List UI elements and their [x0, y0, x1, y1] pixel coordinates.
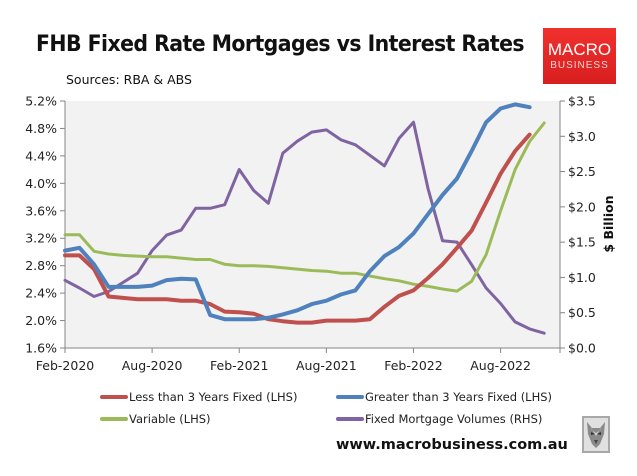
series-line-fixed-mortgage-volumes-rhs [63, 120, 546, 335]
legend-item-fixed-volumes: Fixed Mortgage Volumes (RHS) [336, 412, 542, 426]
legend-swatch-purple [336, 417, 364, 421]
series-lines [63, 102, 546, 335]
wolf-graphic [587, 422, 605, 448]
legend-swatch-red [100, 395, 128, 399]
left-tick-label: 4.8% [25, 121, 57, 136]
right-tick-label: $3.5 [568, 94, 596, 109]
right-axis-title: $ Billion [601, 195, 616, 252]
left-tick-label: 4.0% [25, 176, 57, 191]
x-tick-label: Feb-2021 [210, 358, 268, 373]
legend-swatch-green [100, 417, 128, 421]
axes: 1.6% 2.0% 2.4% 2.8% 3.2% 3.6% 4.0% 4.4% 4.8% 5.2%… [25, 94, 616, 374]
left-tick-label: 3.6% [25, 203, 57, 218]
x-tick-label: Feb-2020 [36, 358, 95, 373]
plot-area [65, 101, 560, 348]
legend-swatch-blue [336, 395, 364, 399]
series-line-variable-lhs [63, 121, 546, 293]
right-tick-label: $1.5 [568, 235, 596, 250]
logo-line-business: BUSINESS [550, 59, 609, 71]
legend-label: Less than 3 Years Fixed (LHS) [129, 390, 298, 404]
left-tick-label: 2.0% [25, 313, 57, 328]
legend-item-greater-than-3y: Greater than 3 Years Fixed (LHS) [336, 390, 552, 404]
legend-label: Variable (LHS) [129, 412, 211, 426]
left-tick-label: 2.8% [25, 258, 57, 273]
left-tick-label: 1.6% [25, 341, 57, 356]
right-tick-label: $0.0 [568, 341, 596, 356]
legend-item-less-than-3y: Less than 3 Years Fixed (LHS) [100, 390, 297, 404]
legend-item-variable: Variable (LHS) [100, 412, 211, 426]
legend-label: Fixed Mortgage Volumes (RHS) [365, 412, 543, 426]
left-tick-label: 4.4% [25, 148, 57, 163]
macrobusiness-logo: MACRO BUSINESS [543, 28, 616, 84]
chart-subtitle: Sources: RBA & ABS [66, 72, 192, 87]
x-tick-label: Aug-2021 [296, 358, 357, 373]
right-tick-label: $2.5 [568, 164, 596, 179]
footer-url: www.macrobusiness.com.au [336, 437, 568, 453]
legend-label: Greater than 3 Years Fixed (LHS) [365, 390, 553, 404]
right-tick-label: $3.0 [568, 129, 596, 144]
x-tick-label: Feb-2022 [384, 358, 442, 373]
logo-line-macro: MACRO [547, 39, 612, 59]
series-line-less-than-3-years-fixed-lhs [63, 132, 532, 325]
wolf-icon [582, 416, 610, 453]
left-tick-label: 2.4% [25, 286, 57, 301]
right-tick-label: $2.0 [568, 199, 596, 214]
chart-title: FHB Fixed Rate Mortgages vs Interest Rat… [36, 32, 525, 57]
right-tick-label: $0.5 [568, 305, 596, 320]
left-tick-label: 3.2% [25, 231, 57, 246]
left-tick-label: 5.2% [25, 94, 57, 109]
right-tick-label: $1.0 [568, 270, 596, 285]
series-line-greater-than-3-years-fixed-lhs [63, 102, 532, 322]
x-tick-label: Aug-2022 [470, 358, 531, 373]
x-tick-label: Aug-2020 [122, 358, 183, 373]
